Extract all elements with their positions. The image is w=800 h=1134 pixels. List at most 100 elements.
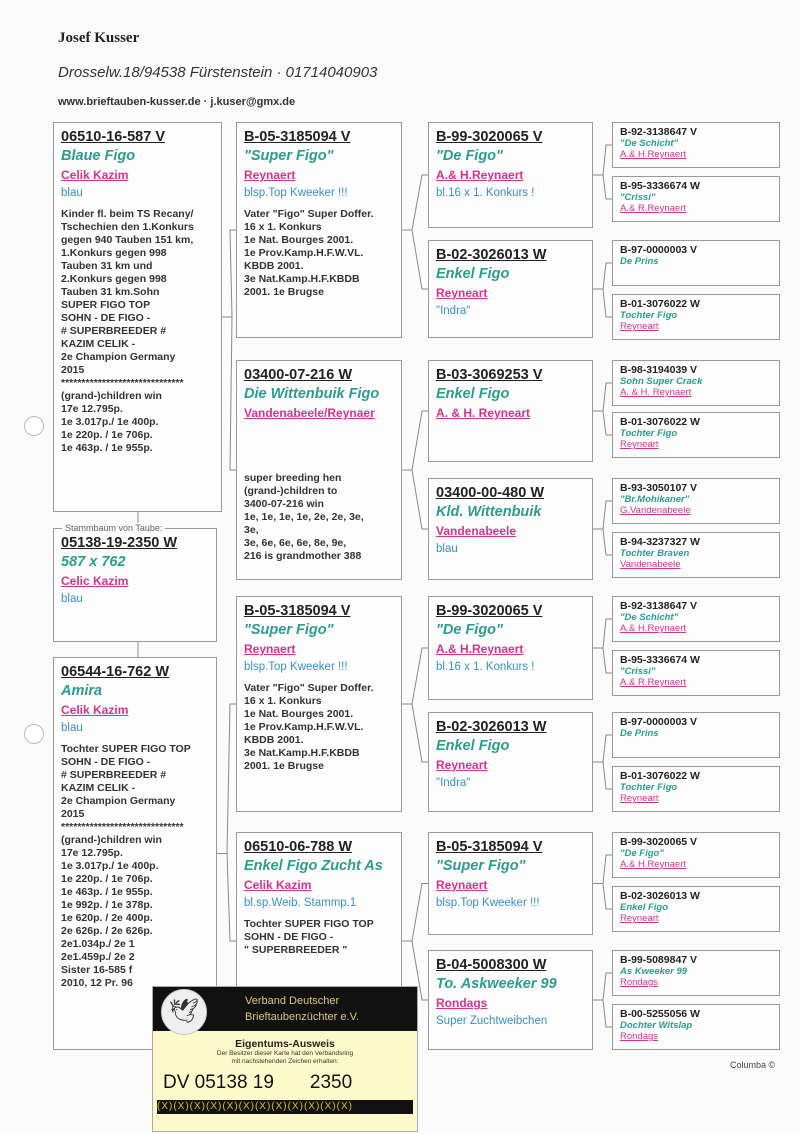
note-line: 2e Champion Germany <box>61 795 176 807</box>
gen4-box: B-94-3237327 W Tochter Braven Vandenabeele <box>612 532 780 578</box>
note-line: 1e 463p. / 1e 955p. <box>61 442 153 454</box>
note-line: 1e 3.017p./ 1e 400p. <box>61 416 159 428</box>
breeder-name: Reyneart <box>436 286 488 300</box>
gen3-box: B-99-3020065 V "De Figo" A.& H.Reynaert bl.… <box>428 122 593 228</box>
breeder-name: Reyneart <box>620 793 659 804</box>
connector-line <box>593 647 612 674</box>
note-line: super breeding hen <box>244 472 342 484</box>
note-line: 2015 <box>61 808 85 820</box>
ring-number: B-99-3020065 V <box>620 836 698 848</box>
note-line: 1e 3.017p./ 1e 400p. <box>61 860 159 872</box>
ring-number: B-93-3050107 V <box>620 482 698 494</box>
note-line: 1.Konkurs gegen 998 <box>61 247 167 259</box>
gen2-box: B-05-3185094 V "Super Figo" Reynaert blsp.T… <box>236 122 402 338</box>
owner-address: Drosselw.18/94538 Fürstenstein · 0171404… <box>58 64 378 81</box>
gen4-box: B-00-5255056 W Dochter Witslap Rondags <box>612 1004 780 1050</box>
card-pattern-band: (X)(X)(X)(X)(X)(X)(X)(X)(X)(X)(X)(X) <box>157 1100 413 1114</box>
breeder-name: Vandenabeele <box>620 559 681 570</box>
note-line: 1e Prov.Kamp.H.F.W.VL. <box>244 247 364 259</box>
subject-title: Stammbaum von Taube: <box>62 523 166 533</box>
note-line: 216 is grandmother 388 <box>244 550 362 562</box>
pigeon-name: "Crissi" <box>620 192 656 203</box>
card-ring-number: DV 05138 19 2350 <box>163 1072 417 1094</box>
connector-line <box>222 316 236 471</box>
punch-hole <box>24 724 44 744</box>
gen4-box: B-92-3138647 V "De Schicht" A.& H.Reynaert <box>612 596 780 642</box>
note-line: Vater "Figo" Super Doffer. <box>244 682 374 694</box>
ring-number: 03400-07-216 W <box>244 367 353 383</box>
connector-line <box>593 854 612 884</box>
note-line: Tochter SUPER FIGO TOP <box>61 743 191 755</box>
ring-number: B-95-3336674 W <box>620 654 700 666</box>
note-line: 3e Nat.Kamp.H.F.KBDB <box>244 747 360 759</box>
breeder-name: A.& R.Reynaert <box>620 203 686 214</box>
note-line: 2e 626p. / 2e 626p. <box>61 925 153 937</box>
breeder-name: Reynaert <box>436 878 488 892</box>
ring-number: B-94-3237327 W <box>620 536 700 548</box>
connector-line <box>593 618 612 649</box>
subject-box: 05138-19-2350 W 587 x 762 Celic Kazim blau <box>53 528 217 642</box>
color-description: Super Zuchtweibchen <box>436 1015 548 1027</box>
gen3-box: B-02-3026013 W Enkel Figo Reyneart "Indra" <box>428 712 593 812</box>
note-line: 3400-07-216 win <box>244 498 324 510</box>
connector-line <box>593 734 612 763</box>
breeder-name: Reyneart <box>620 439 659 450</box>
breeder-name: Reynaert <box>244 642 296 656</box>
note-line: Tochter SUPER FIGO TOP <box>244 918 374 930</box>
pigeon-name: 587 x 762 <box>61 554 126 570</box>
pigeon-logo-icon: 🕊 <box>161 989 207 1035</box>
connector-line <box>402 469 428 530</box>
gen4-box: B-95-3336674 W "Crissi" A.& R.Reynaert <box>612 176 780 222</box>
pedigree-notes: Vater "Figo" Super Doffer. 16 x 1. Konkur… <box>244 208 394 299</box>
pedigree-notes: super breeding hen (grand-)children to 340… <box>244 446 394 563</box>
pigeon-name: "De Figo" <box>620 848 664 859</box>
ring-number: B-01-3076022 W <box>620 298 700 310</box>
breeder-name: A.& H.Reynaert <box>436 168 524 182</box>
gen3-box: B-99-3020065 V "De Figo" A.& H.Reynaert bl.… <box>428 596 593 700</box>
ring-number: B-04-5008300 W <box>436 957 547 973</box>
card-sub-line1: Der Besitzer dieser Karte hat den Verban… <box>216 1050 354 1057</box>
color-description: blau <box>61 187 83 199</box>
ring-number: B-92-3138647 V <box>620 600 698 612</box>
color-description: "Indra" <box>436 305 471 317</box>
breeder-name: Reyneart <box>436 758 488 772</box>
color-description: "Indra" <box>436 777 471 789</box>
ring-number: B-03-3069253 V <box>436 367 543 383</box>
pigeon-name: Enkel Figo Zucht As <box>244 858 383 874</box>
note-line: # SUPERBREEDER # <box>61 769 167 781</box>
gen4-box: B-98-3194039 V Sohn Super Crack A. & H. Re… <box>612 360 780 406</box>
ring-number: B-99-3020065 V <box>436 603 543 619</box>
connector-line <box>593 761 612 790</box>
connector-line <box>593 999 612 1028</box>
note-line: (grand-)children win <box>61 390 162 402</box>
ring-number: B-00-5255056 W <box>620 1008 700 1020</box>
gen4-box: B-01-3076022 W Tochter Figo Reyneart <box>612 412 780 458</box>
connector-line <box>402 703 428 763</box>
footer-credit: Columba © <box>730 1060 776 1070</box>
gen3-box: B-03-3069253 V Enkel Figo A. & H. Reyneart <box>428 360 593 462</box>
pigeon-name: "De Figo" <box>436 148 503 164</box>
breeder-name: A. & H. Reyneart <box>436 406 531 420</box>
note-line: 1e 992p. / 1e 378p. <box>61 899 153 911</box>
color-description: blau <box>61 593 83 605</box>
ring-number: B-01-3076022 W <box>620 416 700 428</box>
connector-line <box>593 144 612 176</box>
pigeon-name: Kld. Wittenbuik <box>436 504 542 520</box>
pedigree-notes: Tochter SUPER FIGO TOP SOHN - DE FIGO - # … <box>61 743 209 990</box>
connector-line <box>402 410 428 471</box>
connector-line <box>217 703 236 854</box>
color-description: bl.16 x 1. Konkurs ! <box>436 187 535 199</box>
breeder-name: Rondags <box>620 977 659 988</box>
gen3-box: B-04-5008300 W To. Askweeker 99 Rondags Sup… <box>428 950 593 1050</box>
pigeon-name: "De Schicht" <box>620 138 679 149</box>
breeder-name: Vandenabeele <box>436 524 517 538</box>
gen4-box: B-99-3020065 V "De Figo" A.& H.Reynaert <box>612 832 780 878</box>
note-line: # SUPERBREEDER # <box>61 325 167 337</box>
gen4-box: B-95-3336674 W "Crissi" A.& R.Reynaert <box>612 650 780 696</box>
ring-number: 06510-06-788 W <box>244 839 353 855</box>
ring-number: B-92-3138647 V <box>620 126 698 138</box>
pigeon-name: "Crissi" <box>620 666 656 677</box>
breeder-name: A.& H.Reynaert <box>620 149 686 160</box>
note-line: 16 x 1. Konkurs <box>244 695 322 707</box>
